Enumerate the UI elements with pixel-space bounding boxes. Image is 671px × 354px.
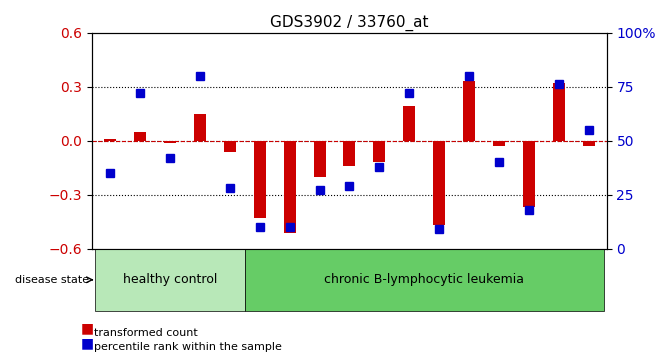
Text: GSM658021: GSM658021 — [435, 252, 444, 307]
Bar — [164, 141, 176, 143]
Text: GSM658013: GSM658013 — [195, 252, 205, 307]
Text: GSM658011: GSM658011 — [136, 252, 144, 307]
Text: GSM658015: GSM658015 — [255, 252, 264, 307]
Bar — [463, 81, 475, 141]
Bar — [403, 107, 415, 141]
Text: GSM658017: GSM658017 — [315, 252, 324, 307]
Text: GSM658026: GSM658026 — [584, 252, 593, 307]
Bar — [134, 132, 146, 141]
Text: GSM658014: GSM658014 — [225, 252, 234, 307]
Text: GSM658018: GSM658018 — [345, 252, 354, 307]
Text: GSM658023: GSM658023 — [495, 252, 503, 307]
Text: healthy control: healthy control — [123, 273, 217, 286]
Bar — [553, 83, 565, 141]
Bar — [224, 141, 236, 152]
FancyBboxPatch shape — [95, 249, 245, 311]
FancyBboxPatch shape — [245, 249, 604, 311]
Text: chronic B-lymphocytic leukemia: chronic B-lymphocytic leukemia — [324, 273, 524, 286]
Text: GSM658024: GSM658024 — [525, 252, 533, 307]
Text: GSM658010: GSM658010 — [105, 252, 115, 307]
Title: GDS3902 / 33760_at: GDS3902 / 33760_at — [270, 15, 429, 31]
Text: ■: ■ — [81, 336, 94, 350]
Text: GSM658022: GSM658022 — [464, 252, 474, 307]
Bar — [523, 141, 535, 207]
Text: GSM658020: GSM658020 — [405, 252, 414, 307]
Text: GSM658016: GSM658016 — [285, 252, 294, 307]
Bar — [313, 141, 325, 177]
Bar — [194, 114, 206, 141]
Bar — [583, 141, 595, 146]
Bar — [344, 141, 356, 166]
Bar — [493, 141, 505, 146]
Bar — [104, 139, 116, 141]
Text: ■: ■ — [81, 322, 94, 336]
Text: GSM658012: GSM658012 — [166, 252, 174, 307]
Text: transformed count: transformed count — [94, 328, 198, 338]
Bar — [254, 141, 266, 218]
Bar — [373, 141, 385, 162]
Bar — [284, 141, 296, 233]
Bar — [433, 141, 445, 225]
Text: GSM658019: GSM658019 — [375, 252, 384, 307]
Text: GSM658025: GSM658025 — [554, 252, 564, 307]
Text: disease state: disease state — [15, 275, 89, 285]
Text: percentile rank within the sample: percentile rank within the sample — [94, 342, 282, 352]
